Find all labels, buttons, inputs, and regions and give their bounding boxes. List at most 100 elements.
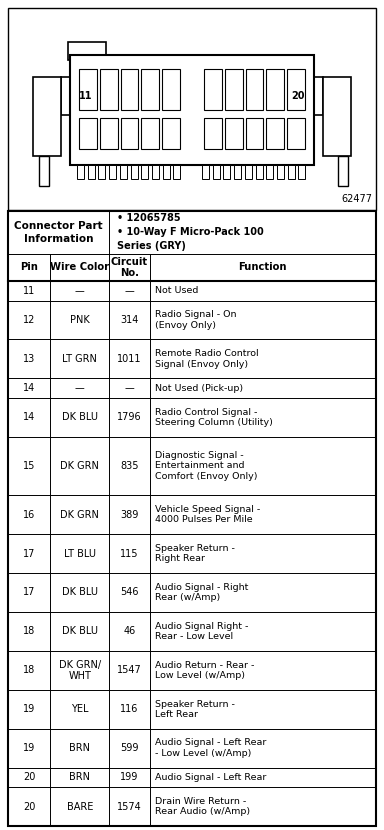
Text: Wire Color: Wire Color: [50, 262, 109, 272]
Text: Speaker Return -
Left Rear: Speaker Return - Left Rear: [155, 700, 235, 719]
Bar: [141, 69, 159, 110]
Bar: [256, 165, 263, 179]
Text: 835: 835: [120, 461, 139, 471]
Bar: [287, 69, 305, 110]
Text: 1574: 1574: [117, 802, 142, 812]
Text: 115: 115: [120, 549, 139, 559]
Bar: [79, 118, 97, 149]
Bar: [338, 156, 348, 186]
Text: Function: Function: [238, 262, 287, 272]
Text: YEL: YEL: [71, 704, 88, 715]
Text: 314: 314: [120, 315, 139, 325]
Text: —: —: [75, 383, 84, 393]
Text: • 12065785
• 10-Way F Micro-Pack 100
Series (GRY): • 12065785 • 10-Way F Micro-Pack 100 Ser…: [117, 213, 264, 251]
Bar: [223, 165, 230, 179]
Text: 389: 389: [120, 510, 139, 520]
Text: DK BLU: DK BLU: [62, 413, 98, 422]
Bar: [152, 165, 159, 179]
Text: Remote Radio Control
Signal (Envoy Only): Remote Radio Control Signal (Envoy Only): [155, 349, 258, 369]
Text: Not Used (Pick-up): Not Used (Pick-up): [155, 383, 243, 393]
Bar: [277, 165, 284, 179]
Text: 20: 20: [23, 773, 35, 783]
Text: 12: 12: [23, 315, 35, 325]
Text: Audio Signal - Left Rear
- Low Level (w/Amp): Audio Signal - Left Rear - Low Level (w/…: [155, 739, 266, 758]
Bar: [266, 118, 284, 149]
Text: BRN: BRN: [69, 773, 90, 783]
Bar: [8, 211, 376, 826]
Text: —: —: [75, 286, 84, 295]
Text: Speaker Return -
Right Rear: Speaker Return - Right Rear: [155, 544, 235, 564]
Text: DK BLU: DK BLU: [62, 627, 98, 637]
Bar: [162, 69, 180, 110]
Bar: [323, 77, 351, 156]
Bar: [100, 69, 118, 110]
Bar: [100, 118, 118, 149]
Bar: [287, 118, 305, 149]
Text: 17: 17: [23, 549, 35, 559]
Text: 19: 19: [23, 743, 35, 753]
Bar: [204, 69, 222, 110]
Bar: [288, 165, 295, 179]
Bar: [61, 77, 83, 115]
Text: DK GRN: DK GRN: [60, 510, 99, 520]
Text: LT BLU: LT BLU: [64, 549, 96, 559]
Text: BARE: BARE: [66, 802, 93, 812]
Text: —: —: [124, 383, 134, 393]
Text: 15: 15: [23, 461, 35, 471]
Text: 1547: 1547: [117, 666, 142, 676]
Bar: [246, 118, 263, 149]
Text: Audio Return - Rear -
Low Level (w/Amp): Audio Return - Rear - Low Level (w/Amp): [155, 661, 254, 680]
Text: 11: 11: [23, 286, 35, 295]
Bar: [131, 165, 137, 179]
Text: Audio Signal Right -
Rear - Low Level: Audio Signal Right - Rear - Low Level: [155, 622, 248, 641]
Text: PNK: PNK: [70, 315, 89, 325]
Bar: [121, 118, 138, 149]
Text: 18: 18: [23, 627, 35, 637]
Bar: [213, 165, 220, 179]
Bar: [266, 165, 273, 179]
Text: Audio Signal - Right
Rear (w/Amp): Audio Signal - Right Rear (w/Amp): [155, 583, 248, 602]
Text: 20: 20: [291, 90, 305, 100]
Text: 46: 46: [123, 627, 136, 637]
Bar: [79, 69, 97, 110]
Text: LT GRN: LT GRN: [62, 354, 97, 364]
Text: 20: 20: [23, 802, 35, 812]
Text: BRN: BRN: [69, 743, 90, 753]
Text: 1011: 1011: [117, 354, 142, 364]
Text: Not Used: Not Used: [155, 286, 198, 295]
Bar: [234, 165, 241, 179]
Bar: [204, 118, 222, 149]
Bar: [225, 69, 243, 110]
Text: 14: 14: [23, 413, 35, 422]
Bar: [98, 165, 106, 179]
Text: Vehicle Speed Signal -
4000 Pulses Per Mile: Vehicle Speed Signal - 4000 Pulses Per M…: [155, 505, 260, 525]
Text: 11: 11: [79, 90, 93, 100]
Text: Drain Wire Return -
Rear Audio (w/Amp): Drain Wire Return - Rear Audio (w/Amp): [155, 797, 250, 816]
Text: 199: 199: [120, 773, 139, 783]
Bar: [109, 165, 116, 179]
Bar: [163, 165, 170, 179]
Text: Diagnostic Signal -
Entertainment and
Comfort (Envoy Only): Diagnostic Signal - Entertainment and Co…: [155, 451, 257, 481]
Bar: [120, 165, 127, 179]
Bar: [298, 165, 305, 179]
Bar: [162, 118, 180, 149]
Text: 17: 17: [23, 588, 35, 598]
Text: 19: 19: [23, 704, 35, 715]
Text: 116: 116: [120, 704, 139, 715]
Bar: [77, 165, 84, 179]
Bar: [173, 165, 180, 179]
Text: Pin: Pin: [20, 262, 38, 272]
Text: Radio Control Signal -
Steering Column (Utility): Radio Control Signal - Steering Column (…: [155, 408, 273, 427]
Bar: [245, 165, 252, 179]
Bar: [39, 156, 49, 186]
Text: 13: 13: [23, 354, 35, 364]
Bar: [141, 118, 159, 149]
Text: Connector Part
Information: Connector Part Information: [14, 222, 103, 244]
Text: —: —: [124, 286, 134, 295]
Text: 62477: 62477: [341, 194, 372, 204]
Text: 599: 599: [120, 743, 139, 753]
Bar: [225, 118, 243, 149]
Bar: [8, 8, 376, 210]
Bar: [121, 69, 138, 110]
Text: Radio Signal - On
(Envoy Only): Radio Signal - On (Envoy Only): [155, 310, 236, 330]
